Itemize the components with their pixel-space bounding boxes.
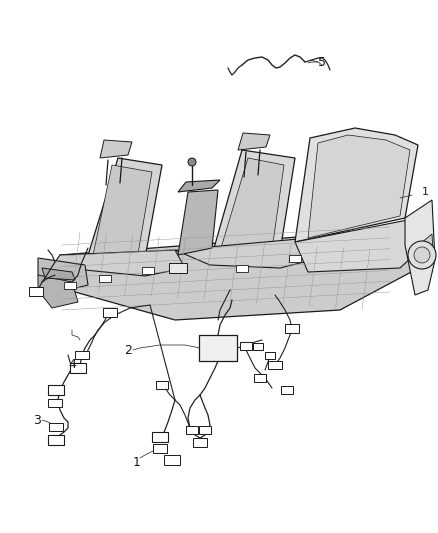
Polygon shape	[42, 268, 75, 280]
Bar	[49, 423, 63, 431]
Polygon shape	[92, 165, 152, 260]
Bar	[153, 443, 167, 453]
Polygon shape	[50, 230, 415, 320]
Polygon shape	[210, 150, 295, 262]
Polygon shape	[38, 275, 78, 308]
Bar	[254, 374, 266, 382]
Polygon shape	[295, 128, 418, 242]
Bar	[281, 386, 293, 394]
Bar	[236, 264, 248, 271]
Bar	[199, 335, 237, 361]
Circle shape	[408, 241, 436, 269]
Polygon shape	[178, 190, 218, 255]
Polygon shape	[415, 234, 433, 260]
Text: 3: 3	[33, 414, 41, 426]
Text: 2: 2	[124, 343, 132, 357]
Bar	[29, 287, 43, 295]
Circle shape	[188, 158, 196, 166]
Text: 5: 5	[318, 55, 326, 69]
Polygon shape	[405, 200, 435, 295]
Bar	[169, 263, 187, 273]
Polygon shape	[100, 140, 132, 158]
Text: 4: 4	[68, 359, 76, 372]
Bar	[99, 274, 111, 281]
Bar	[64, 281, 76, 288]
Bar	[156, 381, 168, 389]
Bar	[48, 435, 64, 445]
Bar	[48, 385, 64, 395]
Bar	[142, 266, 154, 273]
Text: 1: 1	[133, 456, 141, 469]
Polygon shape	[308, 135, 410, 238]
Bar	[70, 363, 86, 373]
Polygon shape	[295, 218, 425, 272]
Polygon shape	[38, 258, 88, 290]
Bar	[240, 342, 252, 350]
Polygon shape	[85, 158, 162, 265]
Bar	[48, 399, 62, 407]
Polygon shape	[218, 158, 284, 258]
Polygon shape	[175, 238, 320, 268]
Text: 1: 1	[421, 187, 428, 197]
Bar	[289, 254, 301, 262]
Bar	[75, 351, 89, 359]
Circle shape	[414, 247, 430, 263]
Bar	[193, 438, 207, 447]
Bar	[285, 324, 299, 333]
Bar	[186, 426, 198, 434]
Bar	[253, 343, 263, 350]
Bar	[265, 351, 275, 359]
Bar	[268, 361, 282, 369]
Polygon shape	[55, 250, 185, 276]
Polygon shape	[238, 133, 270, 150]
Bar	[152, 432, 168, 442]
Bar	[199, 426, 211, 434]
Bar	[164, 455, 180, 465]
Bar	[103, 308, 117, 317]
Polygon shape	[178, 180, 220, 192]
